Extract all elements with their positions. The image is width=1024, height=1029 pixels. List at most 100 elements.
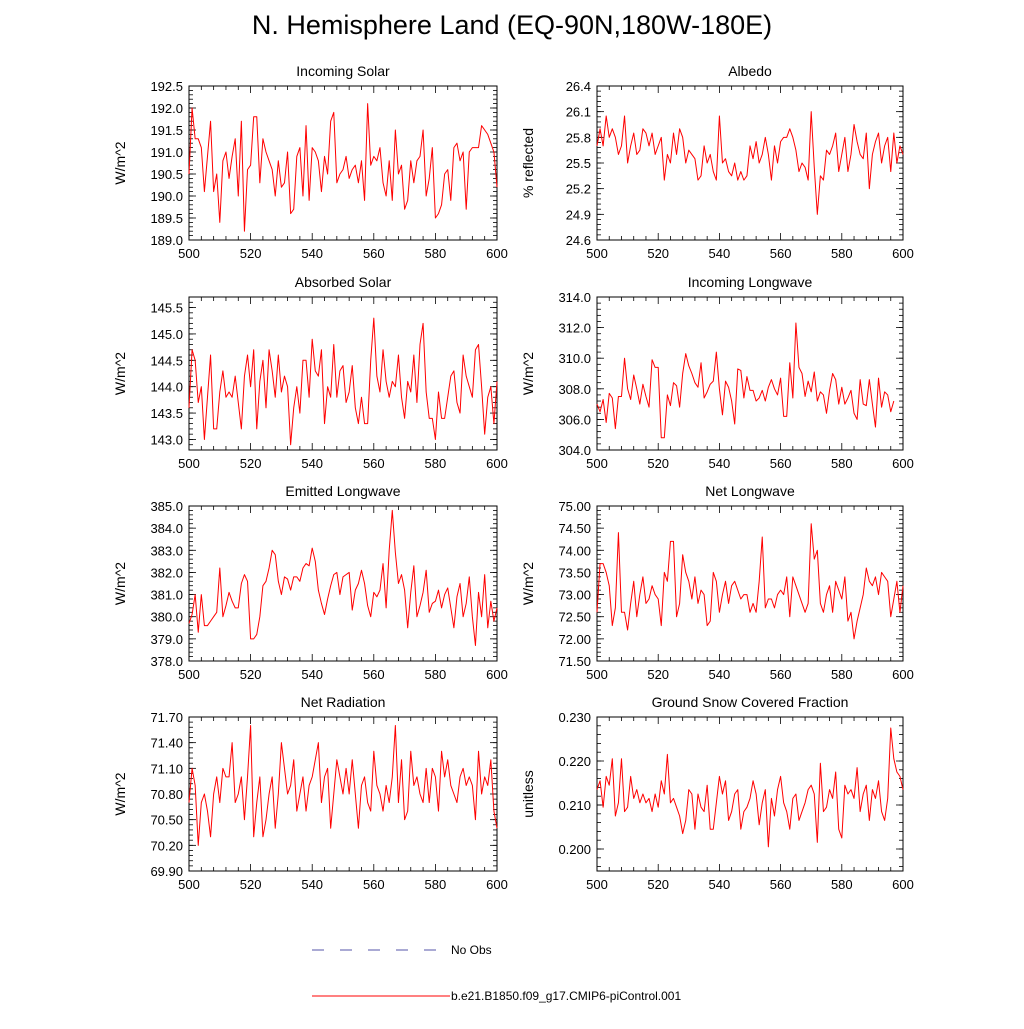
panel-ground-snow-covered-fraction: Ground Snow Covered Fraction unitless 500 5… bbox=[520, 694, 914, 892]
x-tick-label: 580 bbox=[831, 877, 853, 892]
y-tick-label: 72.50 bbox=[558, 610, 591, 625]
x-tick-label: 500 bbox=[178, 877, 200, 892]
y-tick-label: 0.210 bbox=[558, 798, 591, 813]
series-line bbox=[596, 111, 904, 215]
x-tick-label: 540 bbox=[301, 667, 323, 682]
series-line bbox=[188, 103, 498, 232]
y-tick-label: 70.50 bbox=[150, 813, 183, 828]
panel-title: Emitted Longwave bbox=[285, 483, 400, 499]
panel-incoming-longwave: Incoming Longwave W/m^2 500 520 540 560 580 600… bbox=[520, 274, 914, 471]
x-tick-label: 520 bbox=[240, 246, 262, 261]
figure-title: N. Hemisphere Land (EQ-90N,180W-180E) bbox=[251, 10, 773, 40]
x-tick-label: 560 bbox=[363, 456, 385, 471]
y-axis-label: % reflected bbox=[520, 128, 536, 198]
panel-emitted-longwave: Emitted Longwave W/m^2 500 520 540 560 580 600 3… bbox=[112, 483, 508, 682]
panel-absorbed-solar: Absorbed Solar W/m^2 500 520 540 560 580 600 143… bbox=[112, 274, 508, 471]
y-axis-label: W/m^2 bbox=[112, 772, 128, 815]
y-tick-label: 379.0 bbox=[150, 632, 183, 647]
y-tick-label: 384.0 bbox=[150, 521, 183, 536]
panel-title: Incoming Longwave bbox=[688, 274, 813, 290]
y-tick-label: 378.0 bbox=[150, 654, 183, 669]
legend: No Obs b.e21.B1850.f09_g17.CMIP6-piContr… bbox=[312, 943, 681, 1003]
x-tick-label: 580 bbox=[425, 667, 447, 682]
x-tick-label: 600 bbox=[892, 456, 914, 471]
x-tick-label: 500 bbox=[586, 456, 608, 471]
legend-obs-label: No Obs bbox=[451, 943, 492, 957]
y-tick-label: 73.00 bbox=[558, 588, 591, 603]
panel-title: Albedo bbox=[728, 63, 772, 79]
y-tick-label: 304.0 bbox=[558, 443, 591, 458]
legend-model-label: b.e21.B1850.f09_g17.CMIP6-piControl.001 bbox=[451, 989, 681, 1003]
y-tick-label: 24.6 bbox=[566, 233, 591, 248]
y-tick-label: 0.220 bbox=[558, 754, 591, 769]
x-tick-label: 600 bbox=[486, 246, 508, 261]
y-tick-label: 190.5 bbox=[150, 167, 183, 182]
panel-title: Ground Snow Covered Fraction bbox=[652, 694, 849, 710]
y-tick-label: 70.20 bbox=[150, 838, 183, 853]
panel-albedo: Albedo % reflected 500 520 540 560 580 600 24.6 2… bbox=[520, 63, 914, 261]
series-line bbox=[596, 727, 904, 848]
y-tick-label: 310.0 bbox=[558, 351, 591, 366]
y-tick-label: 191.0 bbox=[150, 145, 183, 160]
y-tick-label: 70.80 bbox=[150, 787, 183, 802]
x-tick-label: 520 bbox=[647, 246, 669, 261]
y-tick-label: 385.0 bbox=[150, 499, 183, 514]
x-tick-label: 520 bbox=[240, 667, 262, 682]
plot-frame bbox=[188, 505, 498, 662]
y-tick-label: 143.0 bbox=[150, 432, 183, 447]
y-tick-label: 26.4 bbox=[566, 79, 591, 94]
panel-net-longwave: Net Longwave W/m^2 500 520 540 560 580 600 71.50… bbox=[520, 483, 914, 682]
x-tick-label: 600 bbox=[892, 246, 914, 261]
y-axis-label: W/m^2 bbox=[520, 352, 536, 395]
y-axis-label: W/m^2 bbox=[112, 141, 128, 184]
panel-title: Absorbed Solar bbox=[295, 274, 392, 290]
x-tick-label: 580 bbox=[831, 456, 853, 471]
x-tick-label: 500 bbox=[178, 667, 200, 682]
y-tick-label: 306.0 bbox=[558, 412, 591, 427]
y-tick-label: 190.0 bbox=[150, 189, 183, 204]
y-tick-label: 71.40 bbox=[150, 736, 183, 751]
x-tick-label: 580 bbox=[425, 456, 447, 471]
x-tick-label: 520 bbox=[647, 456, 669, 471]
x-tick-label: 540 bbox=[709, 877, 731, 892]
x-tick-label: 580 bbox=[425, 246, 447, 261]
x-tick-label: 560 bbox=[770, 246, 792, 261]
x-tick-label: 560 bbox=[770, 456, 792, 471]
x-tick-label: 600 bbox=[486, 877, 508, 892]
x-tick-label: 560 bbox=[770, 877, 792, 892]
x-tick-label: 560 bbox=[363, 877, 385, 892]
series-line bbox=[188, 317, 498, 446]
y-tick-label: 25.8 bbox=[566, 130, 591, 145]
y-tick-label: 383.0 bbox=[150, 543, 183, 558]
y-tick-label: 308.0 bbox=[558, 382, 591, 397]
y-tick-label: 72.00 bbox=[558, 632, 591, 647]
x-tick-label: 600 bbox=[892, 877, 914, 892]
plot-frame bbox=[188, 296, 498, 451]
x-tick-label: 540 bbox=[709, 246, 731, 261]
x-tick-label: 520 bbox=[647, 667, 669, 682]
y-tick-label: 26.1 bbox=[566, 105, 591, 120]
x-tick-label: 580 bbox=[425, 877, 447, 892]
y-tick-label: 24.9 bbox=[566, 207, 591, 222]
x-tick-label: 600 bbox=[892, 667, 914, 682]
panel-title: Net Longwave bbox=[705, 483, 795, 499]
y-axis-label: W/m^2 bbox=[520, 562, 536, 605]
y-tick-label: 145.0 bbox=[150, 327, 183, 342]
plot-frame bbox=[596, 296, 904, 451]
y-tick-label: 0.230 bbox=[558, 710, 591, 725]
x-tick-label: 580 bbox=[831, 246, 853, 261]
x-tick-label: 600 bbox=[486, 667, 508, 682]
x-tick-label: 580 bbox=[831, 667, 853, 682]
plot-frame bbox=[188, 85, 498, 241]
y-tick-label: 73.50 bbox=[558, 565, 591, 580]
y-tick-label: 192.0 bbox=[150, 101, 183, 116]
plot-frame bbox=[596, 716, 904, 872]
y-tick-label: 74.00 bbox=[558, 543, 591, 558]
y-tick-label: 71.10 bbox=[150, 761, 183, 776]
x-tick-label: 560 bbox=[363, 667, 385, 682]
y-tick-label: 314.0 bbox=[558, 290, 591, 305]
series-line bbox=[188, 509, 498, 646]
y-tick-label: 144.5 bbox=[150, 353, 183, 368]
